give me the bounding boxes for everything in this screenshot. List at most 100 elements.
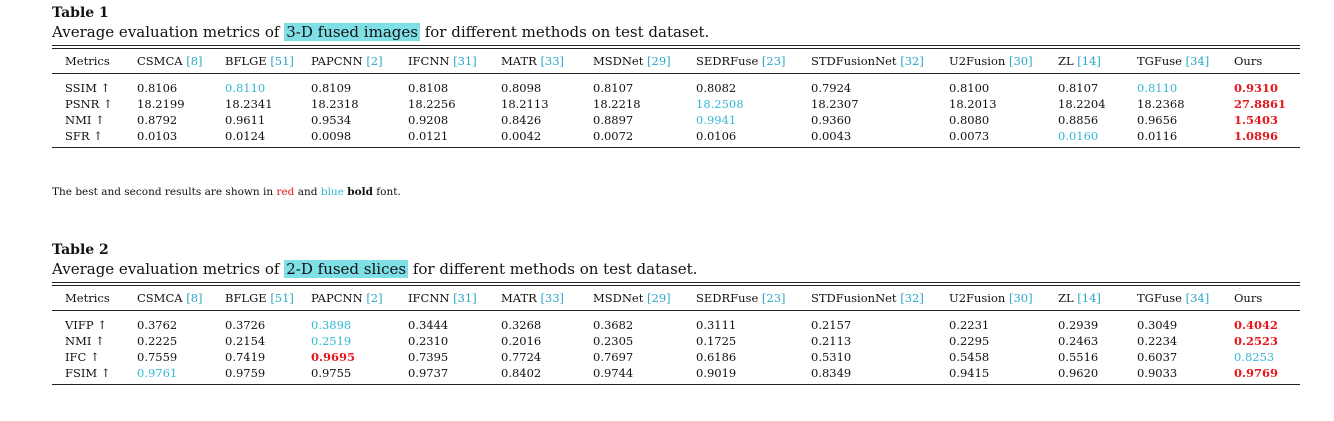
- metric-value: 0.8107: [1058, 81, 1099, 95]
- header-name: TGFuse: [1137, 291, 1182, 305]
- header-name: STDFusionNet: [811, 54, 897, 68]
- table-footnote: The best and second results are shown in…: [52, 186, 401, 198]
- citation-link[interactable]: [23]: [761, 54, 786, 68]
- metric-value: 0.8856: [1058, 113, 1099, 127]
- metric-value: 0.3898: [311, 318, 352, 332]
- caption-text: for different methods on test dataset.: [408, 260, 698, 278]
- citation-link[interactable]: [33]: [540, 54, 565, 68]
- metric-value: 0.2016: [501, 334, 542, 348]
- metric-value: 0.7724: [501, 350, 542, 364]
- header-row: Metrics CSMCA [8] BFLGE [51] PAPCNN [2] IFCN…: [52, 286, 1300, 311]
- metric-value: 0.8402: [501, 366, 542, 380]
- table-row: PSNR ↑ 18.2199 18.2341 18.2318 18.2256 18.211…: [52, 96, 1300, 112]
- metric-name: IFC ↑: [65, 350, 100, 364]
- column-header: U2Fusion [30]: [936, 286, 1045, 311]
- header-name: ZL: [1058, 54, 1074, 68]
- citation-link[interactable]: [30]: [1008, 54, 1033, 68]
- metric-value: 0.9941: [696, 113, 737, 127]
- caption-highlight: 2-D fused slices: [284, 260, 409, 278]
- citation-link[interactable]: [32]: [900, 54, 924, 68]
- citation-link[interactable]: [33]: [540, 291, 565, 305]
- metric-value: 18.2218: [593, 97, 641, 111]
- metric-value: 0.0072: [593, 129, 634, 143]
- header-name: MSDNet: [593, 291, 644, 305]
- citation-link[interactable]: [2]: [366, 54, 383, 68]
- metric-value: 0.8108: [408, 81, 449, 95]
- header-name: U2Fusion: [949, 291, 1006, 305]
- metric-value: 0.1725: [696, 334, 737, 348]
- metric-value: 0.9744: [593, 366, 634, 380]
- citation-link[interactable]: [31]: [453, 54, 477, 68]
- metric-value: 0.8110: [1137, 81, 1178, 95]
- citation-link[interactable]: [31]: [453, 291, 477, 305]
- column-header: BFLGE [51]: [212, 49, 298, 74]
- metric-value: 0.2225: [137, 334, 178, 348]
- metric-value: 0.8106: [137, 81, 178, 95]
- citation-link[interactable]: [34]: [1185, 54, 1210, 68]
- citation-link[interactable]: [51]: [270, 54, 294, 68]
- metric-value: 0.8792: [137, 113, 178, 127]
- note-text: The best and second results are shown in: [52, 186, 277, 198]
- table-top-rule: [52, 282, 1300, 286]
- table-row: SSIM ↑ 0.8106 0.8110 0.8109 0.8108 0.8098 0.81…: [52, 74, 1300, 97]
- header-name: Metrics: [65, 291, 110, 305]
- citation-link[interactable]: [34]: [1185, 291, 1210, 305]
- table-row: NMI ↑ 0.2225 0.2154 0.2519 0.2310 0.2016 0.230…: [52, 333, 1300, 349]
- metric-value: 18.2341: [225, 97, 273, 111]
- column-header: TGFuse [34]: [1124, 286, 1221, 311]
- metric-value: 0.6186: [696, 350, 737, 364]
- header-name: U2Fusion: [949, 54, 1006, 68]
- column-header: IFCNN [31]: [395, 49, 488, 74]
- metric-name: NMI ↑: [65, 334, 105, 348]
- metric-value: 0.9737: [408, 366, 449, 380]
- metric-value: 0.8098: [501, 81, 542, 95]
- table-2: Table 2 Average evaluation metrics of 2-…: [52, 242, 1300, 385]
- metric-value: 0.2234: [1137, 334, 1178, 348]
- metric-value: 0.8253: [1234, 350, 1275, 364]
- column-header: PAPCNN [2]: [298, 49, 395, 74]
- metric-value: 18.2204: [1058, 97, 1106, 111]
- metric-value: 18.2508: [696, 97, 744, 111]
- column-header: MSDNet [29]: [580, 286, 683, 311]
- header-name: SEDRFuse: [696, 291, 759, 305]
- caption-text: Average evaluation metrics of: [52, 23, 285, 41]
- header-name: TGFuse: [1137, 54, 1182, 68]
- table-row: FSIM ↑ 0.9761 0.9759 0.9755 0.9737 0.8402 0.97…: [52, 365, 1300, 385]
- metric-name: PSNR ↑: [65, 97, 113, 111]
- column-header: U2Fusion [30]: [936, 49, 1045, 74]
- citation-link[interactable]: [29]: [647, 54, 671, 68]
- column-header: Ours: [1221, 286, 1300, 311]
- metric-value: 0.9360: [811, 113, 852, 127]
- column-header: PAPCNN [2]: [298, 286, 395, 311]
- metric-value: 0.8107: [593, 81, 634, 95]
- citation-link[interactable]: [2]: [366, 291, 383, 305]
- column-header: CSMCA [8]: [124, 286, 212, 311]
- metric-value: 0.7697: [593, 350, 634, 364]
- citation-link[interactable]: [51]: [270, 291, 294, 305]
- metric-value: 0.8100: [949, 81, 990, 95]
- citation-link[interactable]: [23]: [761, 291, 786, 305]
- metric-value: 0.8109: [311, 81, 352, 95]
- metric-value: 0.9769: [1234, 366, 1279, 380]
- column-header: SEDRFuse [23]: [683, 49, 798, 74]
- column-header: MSDNet [29]: [580, 49, 683, 74]
- metric-value: 18.2013: [949, 97, 997, 111]
- metric-value: 0.2113: [811, 334, 852, 348]
- citation-link[interactable]: [29]: [647, 291, 671, 305]
- table-label: Table 1: [52, 5, 109, 21]
- citation-link[interactable]: [30]: [1008, 291, 1033, 305]
- column-header: MATR [33]: [488, 286, 580, 311]
- citation-link[interactable]: [14]: [1077, 291, 1101, 305]
- citation-link[interactable]: [14]: [1077, 54, 1101, 68]
- citation-link[interactable]: [8]: [186, 54, 203, 68]
- citation-link[interactable]: [8]: [186, 291, 203, 305]
- citation-link[interactable]: [32]: [900, 291, 924, 305]
- header-name: Metrics: [65, 54, 110, 68]
- metric-value: 0.2939: [1058, 318, 1099, 332]
- column-header: SEDRFuse [23]: [683, 286, 798, 311]
- metric-value: 0.7395: [408, 350, 449, 364]
- table-1: Table 1 Average evaluation metrics of 3-…: [52, 5, 1300, 148]
- note-bold-word: bold: [347, 186, 373, 198]
- table-row: VIFP ↑ 0.3762 0.3726 0.3898 0.3444 0.3268 0.36…: [52, 311, 1300, 334]
- metric-value: 0.2295: [949, 334, 990, 348]
